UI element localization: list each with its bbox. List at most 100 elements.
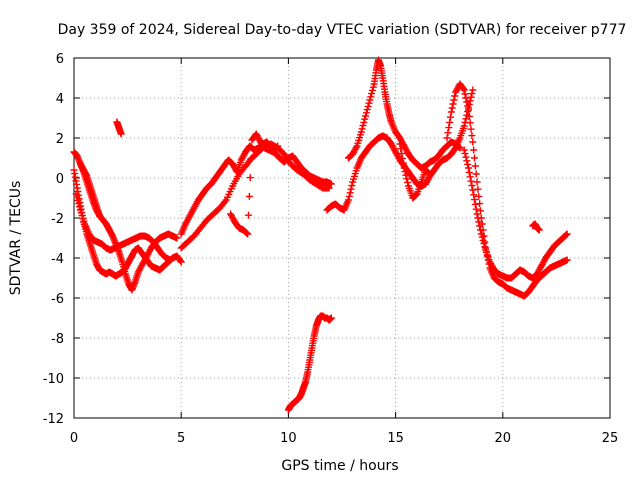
data-point: [451, 92, 459, 100]
data-point: [456, 144, 464, 152]
data-point: [365, 99, 373, 107]
data-point: [444, 129, 452, 137]
data-point: [472, 170, 480, 178]
data-point: [368, 90, 376, 98]
x-tick-label: 20: [495, 431, 512, 446]
data-point: [367, 93, 375, 101]
data-point: [469, 86, 477, 94]
data-point: [352, 144, 360, 152]
data-point: [475, 218, 483, 226]
y-axis-title: SDTVAR / TECUs: [8, 181, 24, 296]
data-point: [465, 112, 473, 120]
data-point: [468, 90, 476, 98]
data-point: [446, 113, 454, 121]
data-point: [368, 86, 376, 94]
data-point: [464, 102, 472, 110]
data-point: [463, 98, 471, 106]
data-point: [455, 143, 463, 151]
data-point: [460, 122, 468, 130]
data-point: [247, 155, 255, 163]
x-tick-label: 15: [387, 431, 404, 446]
data-point: [344, 196, 352, 204]
data-point: [479, 236, 487, 244]
data-point: [357, 128, 365, 136]
data-point: [244, 230, 252, 238]
data-point: [474, 214, 482, 222]
data-point: [72, 190, 80, 198]
data-point: [177, 258, 185, 266]
data-point: [466, 97, 474, 105]
data-point: [470, 146, 478, 154]
data-point: [462, 94, 470, 102]
data-point: [563, 230, 571, 238]
data-point: [404, 178, 412, 186]
y-tick-label: -4: [51, 252, 64, 267]
data-point: [468, 132, 476, 140]
x-tick-label: 0: [70, 431, 78, 446]
data-point: [245, 211, 253, 219]
data-point: [443, 134, 451, 142]
data-point: [460, 86, 468, 94]
data-point: [361, 115, 369, 123]
data-point: [476, 222, 484, 230]
data-point: [75, 200, 83, 208]
data-point: [462, 153, 470, 161]
data-point: [467, 125, 475, 133]
data-point: [465, 168, 473, 176]
data-point: [398, 154, 406, 162]
y-tick-label: 2: [56, 132, 64, 147]
data-point: [359, 122, 367, 130]
plot-frame: [73, 57, 611, 419]
data-point: [397, 145, 405, 153]
data-point: [475, 192, 483, 200]
data-point: [471, 200, 479, 208]
data-point: [481, 243, 489, 251]
y-tick-label: 4: [56, 92, 64, 107]
data-point: [461, 150, 469, 158]
data-point: [476, 200, 484, 208]
data-point: [76, 203, 84, 211]
data-point: [176, 257, 184, 265]
data-point: [471, 162, 479, 170]
data-point: [346, 189, 354, 197]
data-point: [464, 160, 472, 168]
data-point: [400, 164, 408, 172]
y-tick-label: -2: [51, 212, 64, 227]
data-point: [464, 106, 472, 114]
data-point: [245, 192, 253, 200]
data-point: [447, 108, 455, 116]
data-point: [364, 102, 372, 110]
data-point: [403, 175, 411, 183]
data-point: [348, 182, 356, 190]
data-point: [470, 196, 478, 204]
data-point: [464, 164, 472, 172]
data-point: [449, 100, 457, 108]
data-point: [426, 170, 434, 178]
data-point: [461, 90, 469, 98]
data-point: [401, 168, 409, 176]
data-point: [474, 185, 482, 193]
data-point: [562, 231, 570, 239]
y-tick-label: -8: [51, 332, 64, 347]
data-point: [450, 96, 458, 104]
data-point: [363, 106, 371, 114]
data-point: [221, 198, 229, 206]
data-point: [327, 314, 335, 322]
data-point: [459, 85, 467, 93]
data-point: [166, 256, 174, 264]
data-point: [402, 171, 410, 179]
y-tick-label: 6: [56, 52, 64, 67]
data-point: [274, 142, 282, 150]
data-point: [399, 159, 407, 167]
data-point: [477, 226, 485, 234]
data-point: [470, 154, 478, 162]
data-point: [472, 205, 480, 213]
data-point: [327, 180, 335, 188]
data-point: [480, 240, 488, 248]
data-point: [246, 174, 254, 182]
data-point: [468, 182, 476, 190]
data-point: [478, 233, 486, 241]
data-point: [273, 143, 281, 151]
data-point: [396, 140, 404, 148]
